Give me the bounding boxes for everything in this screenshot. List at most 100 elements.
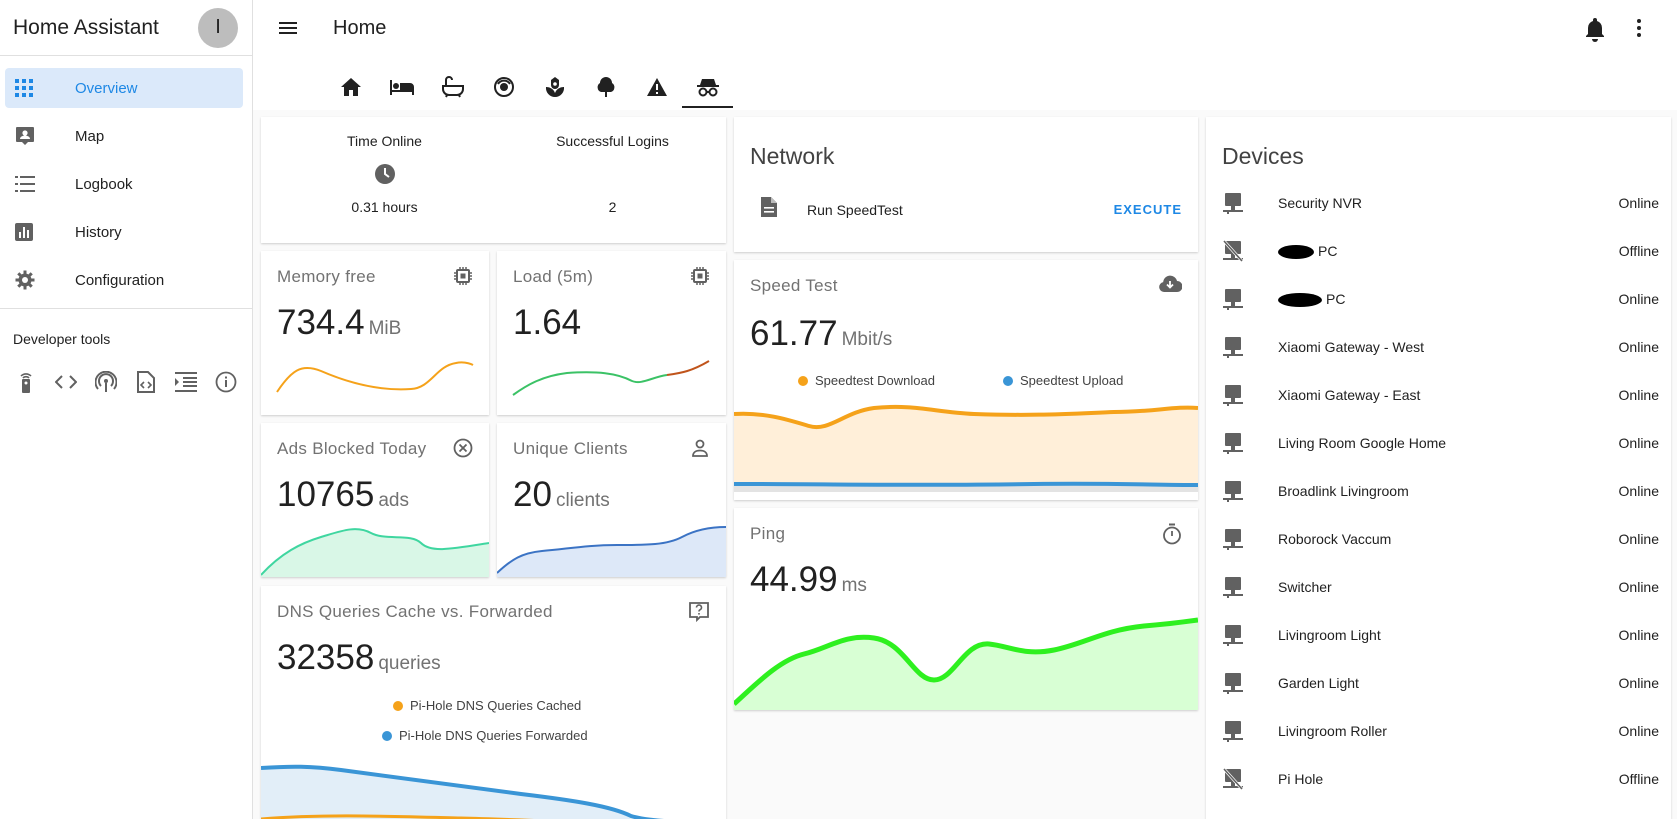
sidebar-nav: Overview Map Logbook History Configurati…	[0, 56, 252, 300]
legend-dot	[382, 730, 392, 741]
device-name: Switcher	[1278, 579, 1332, 595]
device-row[interactable]: Roborock Vaccum Online	[1222, 515, 1659, 563]
legend-item-forwarded[interactable]: Pi-Hole DNS Queries Forwarded	[382, 728, 588, 743]
stat-successful-logins[interactable]: Successful Logins 2	[489, 133, 726, 215]
device-state: Online	[1618, 195, 1659, 211]
speed-test-chart	[734, 404, 1198, 492]
sensor-card-ping[interactable]: Ping 44.99 ms	[734, 508, 1198, 710]
device-name: Xiaomi Gateway - East	[1278, 387, 1421, 403]
developer-tools	[0, 347, 252, 395]
sensor-name: Ping	[750, 524, 786, 543]
stat-label: Time Online	[347, 133, 422, 149]
stats-card: Time Online 0.31 hours Successful Logins…	[261, 117, 726, 243]
device-state: Online	[1618, 531, 1659, 547]
lan-connect-icon	[1222, 671, 1262, 695]
tab-vacuum[interactable]	[478, 66, 529, 108]
tab-bedroom[interactable]	[376, 66, 427, 108]
device-row[interactable]: Xiaomi Gateway - East Online	[1222, 371, 1659, 419]
redaction-mark	[1278, 245, 1314, 260]
sensor-name: DNS Queries Cache vs. Forwarded	[277, 602, 553, 621]
tab-garden[interactable]	[529, 66, 580, 108]
devices-card: Devices Security NVR Online PC Offline PC Onl…	[1206, 117, 1671, 819]
memory-sparkline	[276, 361, 474, 393]
tab-home[interactable]	[325, 66, 376, 108]
device-row[interactable]: Pi Hole Offline	[1222, 755, 1659, 803]
dns-chart	[261, 764, 666, 819]
device-name: PC	[1278, 291, 1619, 308]
script-row[interactable]: Run SpeedTest	[760, 196, 903, 223]
stat-time-online[interactable]: Time Online 0.31 hours	[261, 133, 508, 215]
device-row[interactable]: Livingroom Light Online	[1222, 611, 1659, 659]
execute-button[interactable]: EXECUTE	[1113, 202, 1182, 217]
tab-system[interactable]	[682, 66, 733, 108]
lan-connect-icon	[1222, 479, 1262, 503]
avatar[interactable]: I	[198, 7, 238, 48]
sidebar-item-overview[interactable]: Overview	[5, 68, 243, 108]
tab-bathroom[interactable]	[427, 66, 478, 108]
template-icon[interactable]	[173, 369, 199, 395]
code-icon[interactable]	[53, 369, 79, 395]
sensor-name: Speed Test	[750, 276, 838, 295]
tab-alerts[interactable]	[631, 66, 682, 108]
file-code-icon[interactable]	[133, 369, 159, 395]
sensor-unit: ads	[378, 490, 409, 511]
sensor-card-speed-test[interactable]: Speed Test 61.77 Mbit/s Speedtest Downloa…	[734, 260, 1198, 500]
legend-item-cached[interactable]: Pi-Hole DNS Queries Cached	[393, 698, 581, 713]
info-icon[interactable]	[213, 369, 239, 395]
sidebar-header: Home Assistant I	[0, 0, 252, 56]
app-title: Home Assistant	[13, 15, 159, 39]
device-row[interactable]: Livingroom Roller Online	[1222, 707, 1659, 755]
device-name: Living Room Google Home	[1278, 435, 1447, 451]
device-row[interactable]: Security NVR Online	[1222, 179, 1659, 227]
load-sparkline	[512, 360, 710, 396]
sidebar-item-configuration[interactable]: Configuration	[5, 260, 243, 300]
sensor-unit: queries	[378, 653, 441, 674]
card-title: Devices	[1222, 143, 1304, 169]
more-vertical-icon[interactable]	[1627, 16, 1651, 45]
lan-connect-icon	[1222, 191, 1262, 215]
device-row[interactable]: Switcher Online	[1222, 563, 1659, 611]
device-state: Online	[1618, 627, 1659, 643]
sensor-card-dns-queries[interactable]: DNS Queries Cache vs. Forwarded 32358 que…	[261, 586, 726, 819]
antenna-icon[interactable]	[93, 369, 119, 395]
menu-icon[interactable]	[276, 16, 302, 42]
gear-icon	[15, 268, 45, 292]
legend-item-download[interactable]: Speedtest Download	[798, 373, 935, 388]
chart-icon	[15, 220, 45, 244]
sensor-value: 10765 ads	[277, 475, 409, 514]
timer-icon	[1162, 523, 1182, 550]
sidebar-item-label: History	[75, 223, 122, 241]
device-row[interactable]: Garden Light Online	[1222, 659, 1659, 707]
sensor-unit: clients	[555, 490, 610, 511]
device-state: Online	[1618, 483, 1659, 499]
sensor-value: 734.4 MiB	[277, 303, 402, 342]
lan-connect-icon	[1222, 575, 1262, 599]
network-card: Network Run SpeedTest EXECUTE	[734, 117, 1198, 252]
remote-icon[interactable]	[13, 369, 39, 395]
sensor-card-load[interactable]: Load (5m) 1.64	[497, 251, 726, 415]
developer-tools-label: Developer tools	[13, 331, 111, 347]
device-row[interactable]: Xiaomi Gateway - West Online	[1222, 323, 1659, 371]
device-row[interactable]: PC Online	[1222, 275, 1659, 323]
sensor-card-ads-blocked[interactable]: Ads Blocked Today 10765 ads	[261, 423, 489, 577]
device-row[interactable]: Living Room Google Home Online	[1222, 419, 1659, 467]
sensor-card-unique-clients[interactable]: Unique Clients 20 clients	[497, 423, 726, 577]
device-name: Security NVR	[1278, 195, 1363, 211]
sensor-unit: MiB	[368, 318, 402, 339]
sensor-card-memory-free[interactable]: Memory free 734.4 MiB	[261, 251, 489, 415]
script-icon	[760, 196, 778, 223]
ads-sparkline	[261, 528, 489, 577]
device-state: Online	[1618, 291, 1659, 307]
alert-icon	[646, 78, 667, 96]
lan-connect-icon	[1222, 287, 1262, 311]
sidebar-item-history[interactable]: History	[5, 212, 243, 252]
sidebar-item-logbook[interactable]: Logbook	[5, 164, 243, 204]
legend-item-upload[interactable]: Speedtest Upload	[1003, 373, 1123, 388]
chip-icon	[690, 266, 710, 291]
tree-icon	[597, 77, 614, 97]
tab-outdoor[interactable]	[580, 66, 631, 108]
device-row[interactable]: Broadlink Livingroom Online	[1222, 467, 1659, 515]
bell-icon[interactable]	[1583, 16, 1607, 47]
device-row[interactable]: PC Offline	[1222, 227, 1659, 275]
sidebar-item-map[interactable]: Map	[5, 116, 243, 156]
